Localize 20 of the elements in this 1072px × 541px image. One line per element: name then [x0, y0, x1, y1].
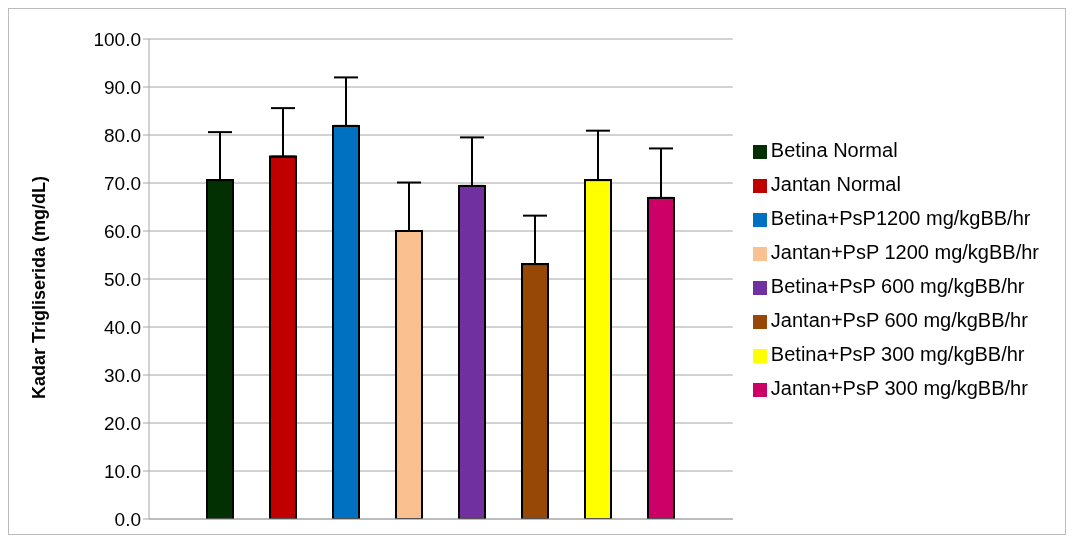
- legend-label: Jantan+PsP 300 mg/kgBB/hr: [770, 377, 1028, 399]
- y-tick-label: 0.0: [114, 508, 141, 530]
- y-tick-label: 50.0: [104, 268, 141, 290]
- legend-label: Betina+PsP 300 mg/kgBB/hr: [770, 343, 1025, 365]
- y-tick-label: 70.0: [104, 172, 141, 194]
- y-tick-label: 80.0: [104, 124, 141, 146]
- y-tick-label: 40.0: [104, 316, 141, 338]
- legend-label: Betina+PsP 600 mg/kgBB/hr: [770, 275, 1025, 297]
- legend-label: Jantan+PsP 600 mg/kgBB/hr: [770, 309, 1028, 331]
- legend-label: Betina+PsP1200 mg/kgBB/hr: [770, 207, 1031, 229]
- legend-label: Betina Normal: [770, 139, 898, 161]
- y-tick-label: 100.0: [93, 28, 141, 50]
- y-tick-label: 90.0: [104, 76, 141, 98]
- y-tick-label: 20.0: [104, 412, 141, 434]
- legend-label: Jantan+PsP 1200 mg/kgBB/hr: [770, 241, 1039, 263]
- y-axis-title: Kadar Trigliserida (mg/dL): [29, 175, 50, 399]
- y-tick-label: 10.0: [104, 460, 141, 482]
- y-tick-label: 60.0: [104, 220, 141, 242]
- legend-label: Jantan Normal: [770, 173, 901, 195]
- y-tick-label: 30.0: [104, 364, 141, 386]
